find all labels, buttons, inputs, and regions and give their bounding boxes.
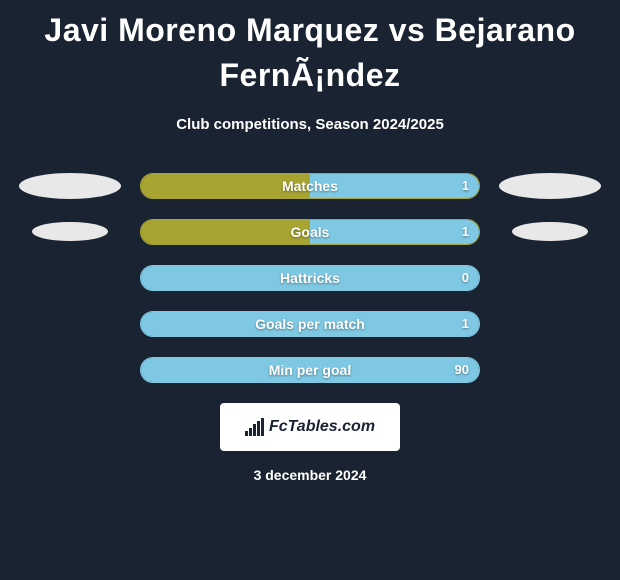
player-b-marker xyxy=(499,173,601,199)
stat-right-value: 1 xyxy=(462,220,469,244)
logo-box: FcTables.com xyxy=(220,403,400,451)
right-side xyxy=(490,222,610,242)
compare-row: Goals1 xyxy=(10,219,610,245)
stat-right-value: 1 xyxy=(462,312,469,336)
stat-bar: Matches1 xyxy=(140,173,480,199)
compare-area: Matches1Goals1Hattricks0Goals per match1… xyxy=(0,173,620,383)
bars-icon xyxy=(245,418,265,436)
left-side xyxy=(10,173,130,199)
stat-right-value: 90 xyxy=(455,358,469,382)
compare-row: Hattricks0 xyxy=(10,265,610,291)
stat-label: Goals per match xyxy=(141,312,479,336)
player-a-marker xyxy=(32,222,109,242)
page-title: Javi Moreno Marquez vs Bejarano FernÃ¡nd… xyxy=(0,8,620,98)
stat-label: Min per goal xyxy=(141,358,479,382)
stat-label: Matches xyxy=(141,174,479,198)
stat-right-value: 0 xyxy=(462,266,469,290)
compare-row: Matches1 xyxy=(10,173,610,199)
stat-bar: Hattricks0 xyxy=(140,265,480,291)
stat-right-value: 1 xyxy=(462,174,469,198)
compare-row: Goals per match1 xyxy=(10,311,610,337)
stat-bar: Min per goal90 xyxy=(140,357,480,383)
stat-bar: Goals per match1 xyxy=(140,311,480,337)
logo-text: FcTables.com xyxy=(269,418,375,436)
left-side xyxy=(10,222,130,242)
stat-label: Hattricks xyxy=(141,266,479,290)
comparison-widget: Javi Moreno Marquez vs Bejarano FernÃ¡nd… xyxy=(0,0,620,483)
subtitle: Club competitions, Season 2024/2025 xyxy=(0,116,620,133)
right-side xyxy=(490,173,610,199)
stat-bar: Goals1 xyxy=(140,219,480,245)
date-text: 3 december 2024 xyxy=(0,467,620,483)
player-a-marker xyxy=(19,173,121,199)
stat-label: Goals xyxy=(141,220,479,244)
player-b-marker xyxy=(512,222,589,242)
compare-row: Min per goal90 xyxy=(10,357,610,383)
